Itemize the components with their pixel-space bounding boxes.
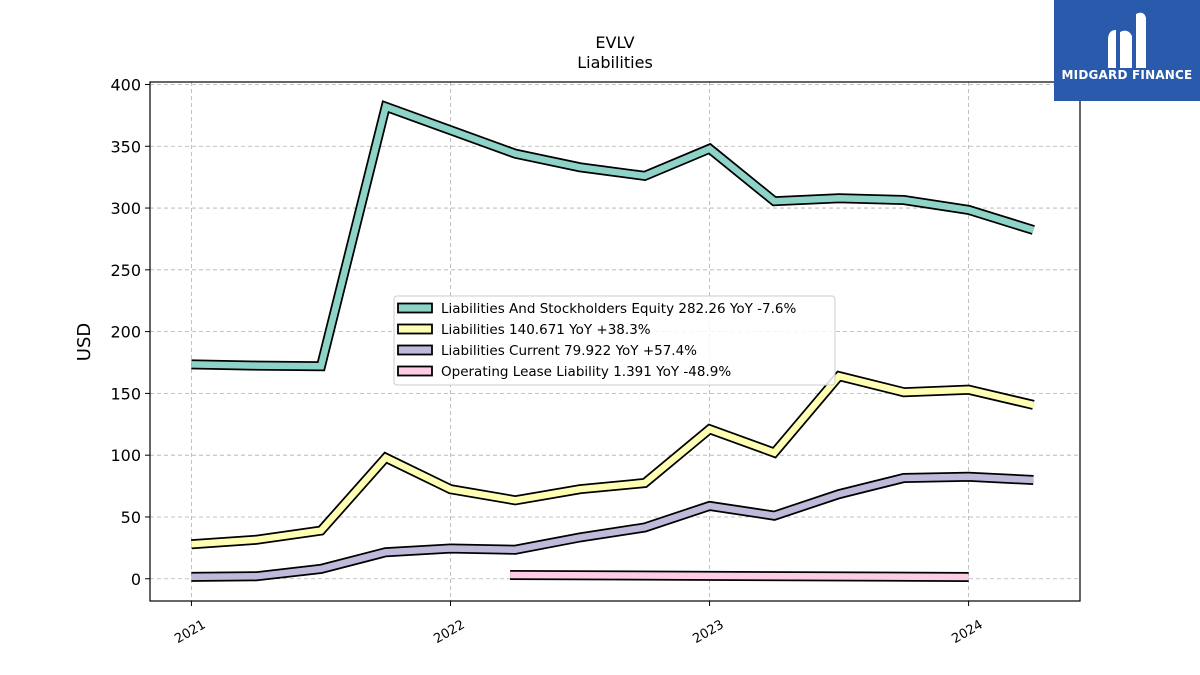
series-layer xyxy=(191,100,1035,582)
legend-swatch xyxy=(397,344,433,356)
y-tick-label: 50 xyxy=(121,508,141,527)
series-line xyxy=(191,102,1035,370)
series-line xyxy=(191,372,1035,548)
legend-label: Liabilities Current 79.922 YoY +57.4% xyxy=(441,343,697,359)
y-tick-label: 0 xyxy=(131,570,141,589)
series-1 xyxy=(191,370,1035,550)
brand-logo: MIDGARD FINANCE xyxy=(1054,0,1200,101)
x-tick-label: 2022 xyxy=(431,617,467,647)
y-tick-label: 300 xyxy=(110,199,141,218)
legend-swatch xyxy=(397,323,433,335)
x-tick-label: 2023 xyxy=(690,617,726,647)
plot-frame xyxy=(149,81,1081,602)
y-tick-label: 350 xyxy=(110,137,141,156)
chart-title: EVLV xyxy=(595,33,634,52)
series-line-outline xyxy=(191,370,1035,550)
chart-subtitle: Liabilities xyxy=(577,53,653,72)
legend-swatch xyxy=(397,365,433,377)
brand-name: MIDGARD FINANCE xyxy=(1061,68,1193,82)
legend: Liabilities And Stockholders Equity 282.… xyxy=(393,295,836,386)
x-tick-label: 2024 xyxy=(949,617,985,647)
legend-label: Liabilities 140.671 YoY +38.3% xyxy=(441,322,651,338)
y-tick-label: 250 xyxy=(110,261,141,280)
series-3 xyxy=(510,570,969,582)
legend-label: Liabilities And Stockholders Equity 282.… xyxy=(441,301,796,317)
x-axis: 2021 2022 2023 2024 xyxy=(172,601,986,647)
legend-box xyxy=(393,295,836,386)
series-line xyxy=(191,473,1034,581)
series-2 xyxy=(191,471,1034,582)
legend-swatch xyxy=(397,302,433,314)
y-tick-label: 400 xyxy=(110,75,141,94)
midgard-logo-icon xyxy=(1108,12,1146,69)
y-axis: 0 50 100 150 200 250 300 350 400 xyxy=(110,75,150,589)
x-tick-label: 2021 xyxy=(172,617,208,647)
y-tick-label: 200 xyxy=(110,323,141,342)
y-tick-label: 100 xyxy=(110,446,141,465)
series-line xyxy=(510,571,969,581)
y-tick-label: 150 xyxy=(110,384,141,403)
series-0 xyxy=(191,100,1035,372)
y-axis-label: USD xyxy=(74,323,95,361)
legend-label: Operating Lease Liability 1.391 YoY -48.… xyxy=(441,364,731,380)
